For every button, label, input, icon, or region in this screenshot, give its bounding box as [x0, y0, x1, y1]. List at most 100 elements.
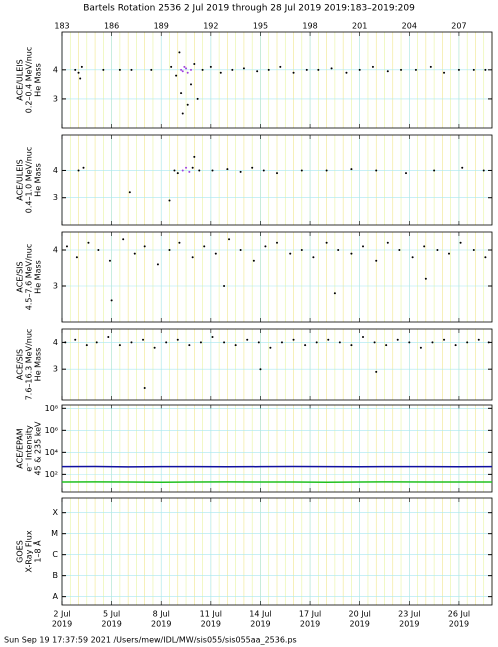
x-tick-label: 14 Jul	[249, 610, 271, 619]
data-point	[276, 241, 278, 244]
data-point	[108, 259, 111, 262]
data-point	[170, 65, 173, 68]
data-point	[77, 71, 80, 74]
data-point	[178, 241, 181, 244]
data-point	[371, 65, 374, 68]
data-point	[362, 336, 364, 339]
data-point	[443, 71, 446, 74]
data-point	[264, 245, 267, 248]
data-point	[448, 252, 450, 255]
data-point	[211, 169, 214, 172]
y-axis-label: X-Ray Flux	[25, 530, 34, 572]
panel-frame	[61, 31, 493, 129]
data-point	[201, 68, 204, 71]
data-point	[191, 166, 194, 169]
data-point	[74, 338, 77, 341]
data-point	[350, 252, 353, 255]
data-point	[143, 386, 146, 389]
data-point	[239, 249, 242, 251]
data-point	[350, 168, 353, 171]
data-point	[292, 71, 295, 74]
data-point	[185, 67, 188, 70]
data-point	[193, 63, 196, 65]
panel-frame	[61, 134, 493, 226]
x-tick-year: 2019	[250, 620, 270, 629]
data-point	[276, 172, 278, 175]
x-tick-year: 2019	[350, 620, 370, 629]
data-point	[181, 112, 184, 115]
data-point	[153, 346, 156, 349]
x-tick-label: 20 Jul	[349, 610, 371, 619]
x-tick-year: 2019	[300, 620, 320, 629]
data-point	[325, 241, 328, 244]
top-tick-label: 192	[203, 22, 218, 31]
data-point	[130, 68, 133, 71]
data-point	[193, 155, 196, 158]
y-tick-label: C	[52, 550, 58, 559]
data-point	[454, 344, 457, 347]
y-axis-label: 7.6–16.3 MeV/nuc	[25, 329, 34, 401]
y-tick-label: 10²	[45, 470, 58, 479]
data-point	[436, 249, 439, 251]
data-point	[242, 67, 245, 70]
panel-frame	[61, 328, 493, 401]
y-axis-label: ACE/ULEIS	[16, 59, 25, 100]
data-point	[411, 256, 414, 259]
data-point	[423, 245, 426, 248]
data-point	[262, 169, 265, 172]
data-point	[259, 368, 262, 371]
data-point	[461, 166, 464, 169]
data-point	[150, 68, 153, 71]
data-point	[214, 252, 217, 255]
data-point	[110, 299, 113, 302]
y-axis-label: e⁻ Intensity	[25, 425, 34, 472]
data-point	[209, 65, 212, 68]
data-point	[80, 65, 83, 68]
data-point	[459, 241, 462, 244]
data-point	[457, 68, 460, 71]
data-point	[165, 341, 168, 344]
y-axis-label: 1–8 Å	[32, 540, 43, 563]
data-point	[130, 341, 133, 344]
x-tick-label: 26 Jul	[448, 610, 470, 619]
panel-frame	[61, 497, 493, 606]
y-axis-label: 45 & 235 keV	[34, 421, 43, 476]
x-tick-year: 2019	[399, 620, 419, 629]
data-point	[223, 341, 226, 344]
data-point	[400, 68, 403, 71]
x-tick-year: 2019	[101, 620, 121, 629]
data-point	[466, 341, 469, 344]
x-tick-year: 2019	[201, 620, 221, 629]
x-tick-label: 8 Jul	[153, 610, 170, 619]
panel-frame	[61, 404, 493, 493]
y-axis-label: ACE/ULEIS	[16, 159, 25, 200]
top-tick-label: 186	[104, 22, 119, 31]
data-point	[142, 338, 145, 341]
y-axis-label: He Mass	[34, 63, 43, 97]
y-tick-label: M	[51, 529, 58, 538]
data-point	[345, 71, 348, 74]
data-point	[330, 67, 333, 70]
data-point	[325, 169, 328, 172]
data-point	[74, 68, 77, 71]
data-point	[102, 68, 105, 71]
top-tick-label: 201	[352, 22, 367, 31]
data-point	[398, 249, 401, 251]
top-tick-label: 198	[302, 22, 317, 31]
data-point	[122, 238, 125, 241]
data-point	[375, 169, 378, 172]
data-point	[107, 336, 110, 339]
data-point	[85, 344, 88, 347]
y-axis-label: ACE/SIS	[16, 261, 25, 292]
data-point	[484, 68, 487, 71]
top-tick-label: 207	[451, 22, 466, 31]
data-point	[190, 83, 192, 86]
y-axis-label: He Mass	[34, 348, 43, 382]
data-point	[279, 65, 282, 68]
data-point	[65, 245, 68, 248]
data-point	[396, 338, 399, 341]
data-point	[191, 256, 194, 259]
data-point	[414, 68, 417, 71]
data-point	[424, 277, 427, 280]
y-tick-label: 3	[53, 94, 58, 103]
